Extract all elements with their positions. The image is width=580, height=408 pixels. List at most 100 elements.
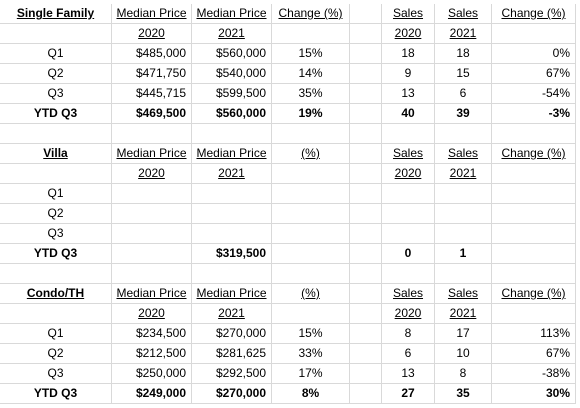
- cell-text: Q2: [47, 346, 64, 360]
- cell-text: Q1: [47, 46, 64, 60]
- row-label: Q1: [0, 44, 112, 64]
- value-cell: $485,000: [112, 44, 192, 64]
- value-cell: 0%: [492, 44, 576, 64]
- cell: [350, 24, 382, 44]
- cell-text: 2021: [218, 306, 245, 320]
- cell: [0, 304, 112, 324]
- value-cell: [435, 184, 492, 204]
- cell: [350, 324, 382, 344]
- cell-text: 2021: [449, 166, 477, 180]
- row-label: Q3: [0, 84, 112, 104]
- cell: [112, 264, 192, 284]
- value-cell: [272, 184, 350, 204]
- cell-text: Q3: [47, 86, 64, 100]
- value-cell: [492, 204, 576, 224]
- cell: [382, 264, 435, 284]
- column-header: Sales: [435, 284, 492, 304]
- cell-text: 13: [401, 86, 415, 100]
- cell-text: Q2: [47, 66, 64, 80]
- cell-text: 33%: [298, 346, 323, 360]
- cell-text: 8%: [301, 386, 320, 400]
- value-cell: [492, 244, 576, 264]
- column-header: Sales: [382, 4, 435, 24]
- row-label: Q2: [0, 344, 112, 364]
- cell: [350, 144, 382, 164]
- cell-text: 2020: [394, 166, 422, 180]
- cell: [350, 284, 382, 304]
- cell-text: 40: [401, 106, 415, 120]
- value-cell: 40: [382, 104, 435, 124]
- value-cell: -3%: [492, 104, 576, 124]
- cell-text: (%): [301, 286, 320, 300]
- cell: [350, 264, 382, 284]
- value-cell: $540,000: [192, 64, 272, 84]
- cell-text: $234,500: [135, 326, 186, 340]
- column-header: Median Price: [192, 144, 272, 164]
- cell: [272, 264, 350, 284]
- cell-text: Median Price: [196, 286, 267, 300]
- cell-text: Condo/TH: [26, 286, 85, 300]
- value-cell: $292,500: [192, 364, 272, 384]
- cell: [192, 264, 272, 284]
- year-header: 2020: [382, 304, 435, 324]
- cell: [350, 44, 382, 64]
- value-cell: 33%: [272, 344, 350, 364]
- section-title: Villa: [0, 144, 112, 164]
- cell-text: Change (%): [501, 146, 566, 160]
- cell-text: 39: [456, 106, 470, 120]
- row-label: Q1: [0, 324, 112, 344]
- cell: [492, 264, 576, 284]
- cell-text: Median Price: [116, 286, 187, 300]
- value-cell: [272, 224, 350, 244]
- year-header: 2021: [435, 164, 492, 184]
- value-cell: $445,715: [112, 84, 192, 104]
- row-label: YTD Q3: [0, 384, 112, 404]
- cell: [0, 24, 112, 44]
- cell-text: Median Price: [196, 146, 267, 160]
- cell-text: 6: [404, 346, 412, 360]
- value-cell: 35: [435, 384, 492, 404]
- cell-text: 67%: [545, 346, 570, 360]
- value-cell: 67%: [492, 344, 576, 364]
- value-cell: [112, 204, 192, 224]
- cell-text: 15%: [298, 326, 323, 340]
- cell-text: $212,500: [135, 346, 186, 360]
- cell-text: $469,500: [135, 106, 186, 120]
- cell: [350, 84, 382, 104]
- cell-text: 2020: [138, 306, 165, 320]
- cell-text: Sales: [447, 286, 479, 300]
- cell-text: 15%: [298, 46, 323, 60]
- cell-text: 2020: [138, 26, 165, 40]
- cell-text: 10: [456, 346, 470, 360]
- cell-text: Change (%): [501, 286, 566, 300]
- cell: [0, 164, 112, 184]
- cell-text: $249,000: [135, 386, 186, 400]
- cell-text: Sales: [392, 286, 424, 300]
- cell-text: Single Family: [16, 6, 95, 20]
- column-header: Sales: [382, 284, 435, 304]
- cell-text: $485,000: [135, 46, 186, 60]
- cell-text: YTD Q3: [33, 246, 78, 260]
- value-cell: 18: [382, 44, 435, 64]
- cell-text: $281,625: [215, 346, 266, 360]
- value-cell: $270,000: [192, 384, 272, 404]
- cell: [350, 204, 382, 224]
- year-header: 2020: [112, 164, 192, 184]
- column-header: Median Price: [192, 4, 272, 24]
- cell: [350, 184, 382, 204]
- value-cell: -54%: [492, 84, 576, 104]
- cell-text: Q1: [47, 186, 64, 200]
- row-label: Q3: [0, 364, 112, 384]
- value-cell: [435, 224, 492, 244]
- cell-text: 35: [456, 386, 470, 400]
- value-cell: [112, 224, 192, 244]
- cell-text: -38%: [541, 366, 570, 380]
- column-header: Median Price: [192, 284, 272, 304]
- value-cell: 30%: [492, 384, 576, 404]
- cell-text: YTD Q3: [33, 386, 78, 400]
- cell-text: $599,500: [215, 86, 266, 100]
- value-cell: 14%: [272, 64, 350, 84]
- cell-text: Change (%): [501, 6, 566, 20]
- column-header: Sales: [382, 144, 435, 164]
- column-header: (%): [272, 284, 350, 304]
